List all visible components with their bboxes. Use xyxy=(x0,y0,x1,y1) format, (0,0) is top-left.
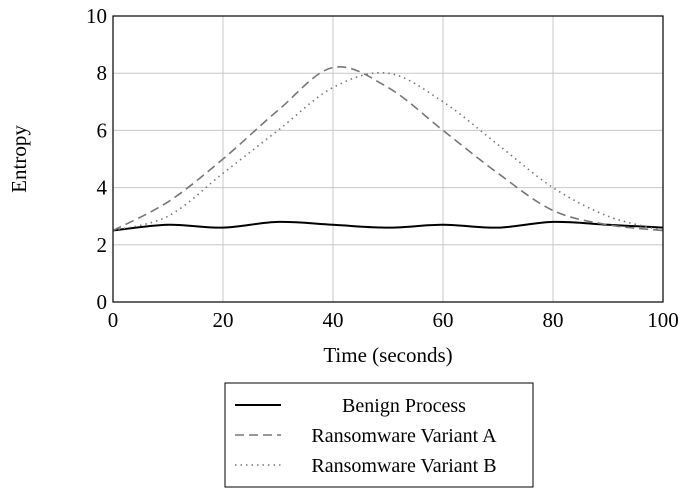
y-tick-label: 4 xyxy=(97,176,108,200)
x-tick-label: 100 xyxy=(647,308,679,332)
y-tick-labels: 0 2 4 6 8 10 xyxy=(86,4,108,314)
legend-label-2: Ransomware Variant B xyxy=(311,455,496,477)
y-tick-label: 2 xyxy=(97,233,108,257)
y-tick-label: 10 xyxy=(86,4,107,28)
y-axis-label: Entropy xyxy=(7,125,31,193)
series-line-0 xyxy=(112,220,664,232)
x-tick-label: 80 xyxy=(543,308,564,332)
x-tick-label: 20 xyxy=(213,308,234,332)
series-line-1 xyxy=(112,66,664,232)
x-tick-label: 40 xyxy=(323,308,344,332)
y-tick-label: 0 xyxy=(97,290,108,314)
legend-label-1: Ransomware Variant A xyxy=(311,425,497,447)
grid xyxy=(112,15,664,303)
series-line-2 xyxy=(112,71,664,232)
y-tick-label: 6 xyxy=(97,118,108,142)
series-lines xyxy=(112,66,664,232)
legend-label-0: Benign Process xyxy=(342,395,466,417)
x-axis-label: Time (seconds) xyxy=(323,343,452,367)
plot-frame xyxy=(112,15,664,303)
x-tick-label: 0 xyxy=(108,308,119,332)
legend: Benign Process Ransomware Variant A Ransom… xyxy=(224,382,534,488)
legend-box xyxy=(224,382,534,488)
y-tick-label: 8 xyxy=(97,61,108,85)
x-tick-label: 60 xyxy=(433,308,454,332)
x-tick-labels: 0 20 40 60 80 100 xyxy=(108,308,679,332)
